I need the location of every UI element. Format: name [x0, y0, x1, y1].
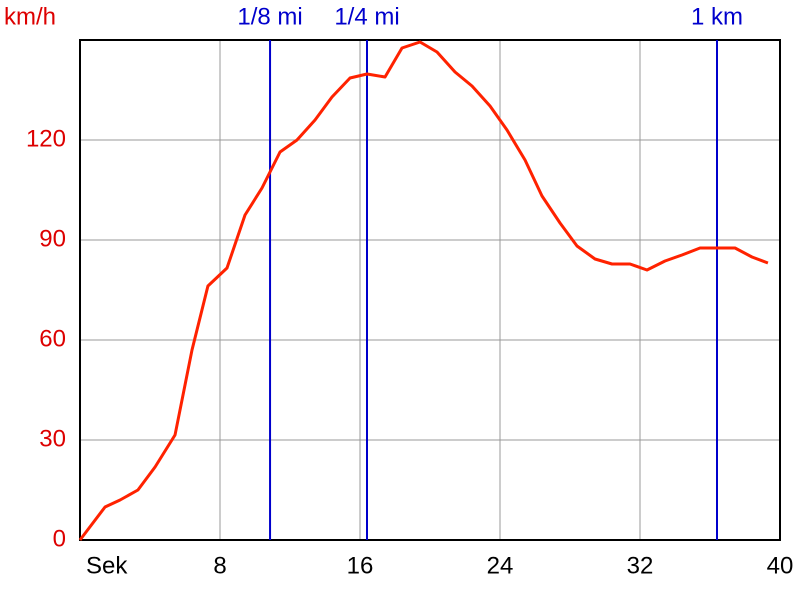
y-tick-label: 120	[26, 125, 66, 152]
x-tick-label: Sek	[86, 552, 128, 579]
plot-frame	[79, 39, 781, 541]
x-tick-label: 24	[487, 552, 514, 579]
x-tick-label: 32	[627, 552, 654, 579]
distance-marker-label: 1/4 mi	[334, 3, 399, 30]
y-tick-label: 90	[39, 225, 66, 252]
y-tick-label: km/h	[4, 3, 56, 30]
x-tick-label: 16	[347, 552, 374, 579]
x-tick-label: 40	[767, 552, 794, 579]
distance-marker-label: 1 km	[691, 3, 743, 30]
y-tick-label: 60	[39, 325, 66, 352]
distance-marker-label: 1/8 mi	[237, 3, 302, 30]
y-tick-label: 0	[53, 525, 66, 552]
y-tick-label: 30	[39, 425, 66, 452]
x-tick-label: 8	[213, 552, 226, 579]
speed-line	[78, 40, 769, 541]
